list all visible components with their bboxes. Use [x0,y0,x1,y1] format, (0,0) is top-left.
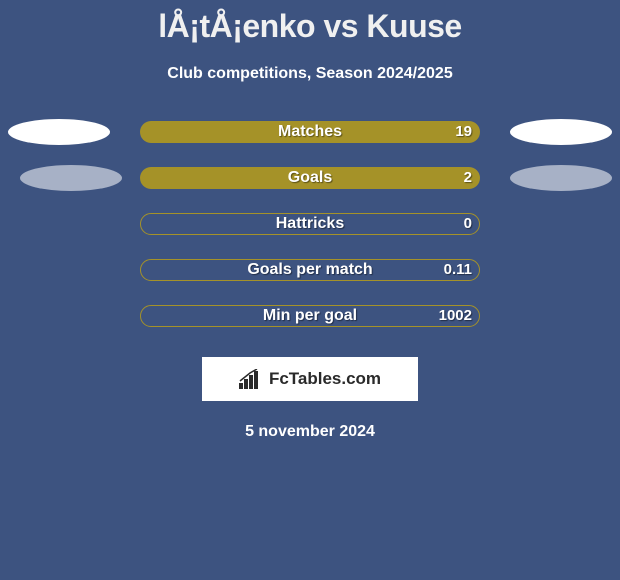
stat-value: 1002 [439,305,472,327]
stat-label: Hattricks [140,213,480,235]
stat-row: Hattricks0 [0,213,620,235]
stat-label: Min per goal [140,305,480,327]
stat-value: 0.11 [444,259,472,281]
logo-text: FcTables.com [269,369,381,389]
ellipse-right [510,165,612,191]
stats-area: Matches19 Goals2 Hattricks0 Goals per match… [0,121,620,327]
bars-icon [239,369,263,389]
stat-value: 2 [464,167,472,189]
stat-value: 19 [455,121,472,143]
stat-label: Goals [140,167,480,189]
stat-label: Goals per match [140,259,480,281]
page-title: lÅ¡tÅ¡enko vs Kuuse [158,8,461,45]
ellipse-left [20,165,122,191]
logo-content: FcTables.com [239,369,381,389]
stat-row: Min per goal1002 [0,305,620,327]
subtitle: Club competitions, Season 2024/2025 [167,65,452,83]
date-text: 5 november 2024 [245,423,375,441]
stat-row: Goals2 [0,167,620,189]
stat-row: Goals per match0.11 [0,259,620,281]
stat-row: Matches19 [0,121,620,143]
logo-box: FcTables.com [202,357,418,401]
stat-label: Matches [140,121,480,143]
ellipse-right [510,119,612,145]
ellipse-left [8,119,110,145]
stat-value: 0 [464,213,472,235]
